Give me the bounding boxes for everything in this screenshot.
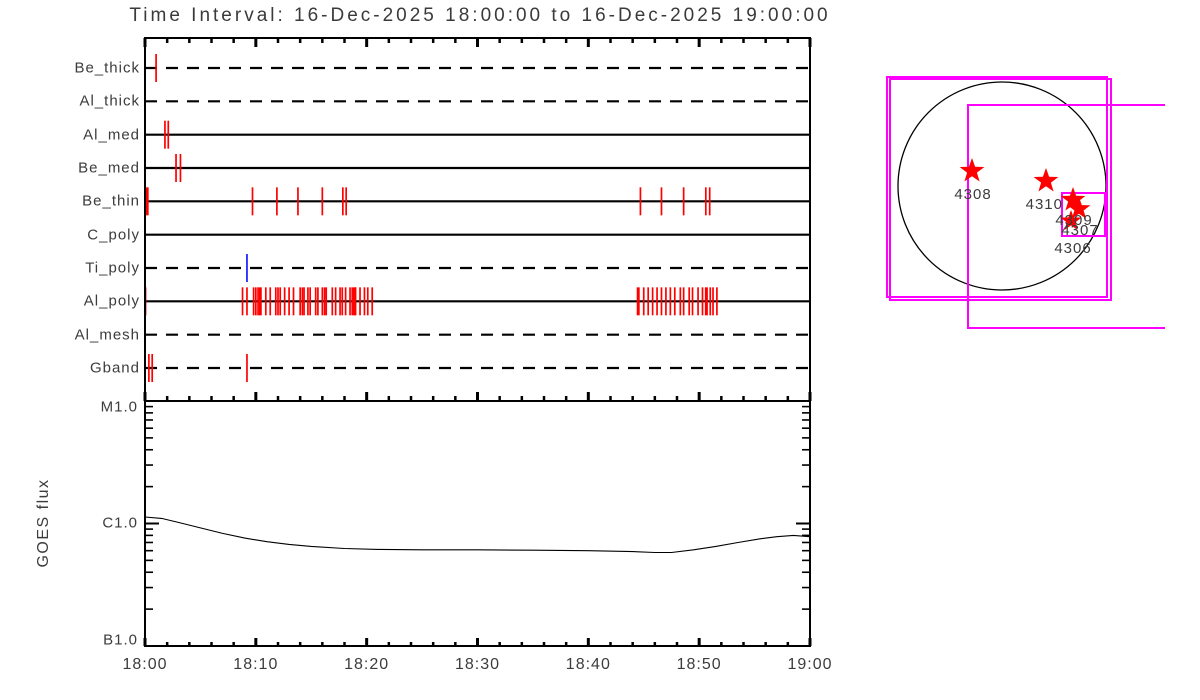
filter-row-label-Al_med: Al_med (83, 126, 140, 144)
time-tick-label-18:20: 18:20 (344, 656, 390, 673)
filter-row-label-Be_med: Be_med (78, 159, 140, 177)
timeline-panel-frame (144, 37, 811, 402)
solar-limb-circle (897, 81, 1107, 291)
active-region-star-4309 (1060, 187, 1086, 211)
active-region-star-4307 (1067, 197, 1091, 219)
time-tick-label-18:10: 18:10 (233, 656, 279, 673)
filter-row-label-Al_poly: Al_poly (83, 292, 140, 310)
goes-flux-curve (144, 516, 811, 554)
active-region-label-4310: 4310 (1025, 196, 1063, 213)
active-region-star-4306 (1060, 210, 1082, 230)
active-region-label-4306: 4306 (1054, 240, 1092, 257)
goes-ytick-label-B1.0: B1.0 (103, 631, 138, 649)
fov-box-1 (889, 78, 1112, 301)
filter-row-label-Be_thick: Be_thick (74, 59, 140, 77)
goes-ytick-label-C1.0: C1.0 (102, 514, 138, 532)
active-region-label-4307: 4307 (1061, 222, 1099, 239)
filter-row-label-Ti_poly: Ti_poly (85, 259, 140, 277)
time-tick-label-18:00: 18:00 (122, 656, 168, 673)
page-title: Time Interval: 16-Dec-2025 18:00:00 to 1… (129, 5, 831, 26)
fov-box-2 (967, 104, 1165, 329)
active-region-star-4308 (959, 158, 985, 182)
active-region-star-4310 (1033, 168, 1059, 192)
goes-ytick-label-M1.0: M1.0 (100, 398, 138, 416)
goes-flux-axis-label: GOES flux (35, 478, 52, 568)
time-tick-label-18:50: 18:50 (676, 656, 722, 673)
fov-box-3 (1061, 192, 1106, 237)
time-tick-label-18:40: 18:40 (565, 656, 611, 673)
active-region-label-4309: 4309 (1055, 212, 1093, 229)
goes-panel-frame (144, 400, 811, 647)
filter-row-label-C_poly: C_poly (87, 226, 140, 244)
filter-row-label-Al_mesh: Al_mesh (74, 326, 140, 344)
fov-box-0 (886, 76, 1108, 298)
time-tick-label-18:30: 18:30 (454, 656, 501, 673)
time-tick-label-19:00: 19:00 (787, 656, 833, 673)
filter-row-label-Al_thick: Al_thick (79, 92, 140, 110)
filter-row-label-Be_thin: Be_thin (82, 192, 140, 210)
filter-row-label-Gband: Gband (89, 359, 140, 377)
active-region-label-4308: 4308 (954, 186, 992, 203)
